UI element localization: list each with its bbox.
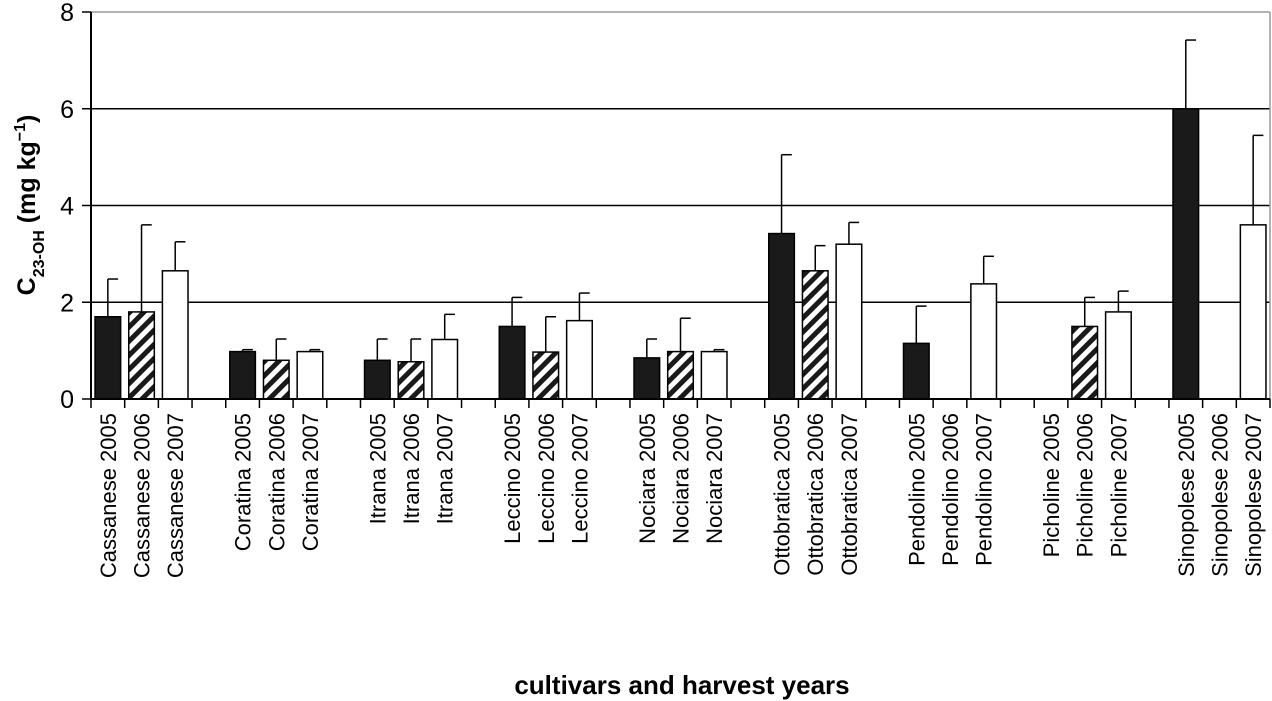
bar-cassanese-2007	[161, 270, 189, 400]
x-tick-label: Sinopolese 2006	[1207, 413, 1232, 577]
x-tick-label: Leccino 2006	[534, 413, 559, 544]
x-tick-label: Sinopolese 2005	[1174, 413, 1199, 577]
bar-sinopolese-2005	[1172, 108, 1200, 400]
bar-picholine-2006	[1071, 325, 1099, 400]
x-tick-label: Coratina 2006	[264, 413, 289, 551]
y-axis-label-unit-prefix: (mg kg	[13, 141, 41, 230]
bar-itrana-2007	[431, 338, 459, 400]
x-tick-label: Pendolino 2007	[972, 413, 997, 566]
bar-pendolino-2005	[902, 342, 930, 400]
bar-leccino-2007	[565, 319, 593, 400]
x-tick-label: Itrana 2006	[399, 413, 424, 524]
y-axis-label-unit-sup: −1	[12, 123, 29, 141]
x-tick-label: Cassanese 2007	[163, 413, 188, 578]
x-tick-label: Picholine 2006	[1073, 413, 1098, 557]
bar-ottobratica-2005	[768, 232, 796, 400]
bar-coratina-2006	[262, 359, 290, 400]
x-tick-label: Ottobratica 2006	[803, 413, 828, 576]
x-tick-label: Leccino 2005	[500, 413, 525, 544]
bar-ottobratica-2006	[801, 270, 829, 400]
axes	[82, 11, 1271, 408]
bar-coratina-2007	[296, 350, 324, 400]
y-axis-label-sub: 23-OH	[31, 230, 48, 277]
x-tick-label: Nociara 2005	[635, 413, 660, 544]
y-axis-label: C23-OH (mg kg−1)	[12, 115, 48, 296]
y-tick-labels: 0 2 4 6 8	[60, 0, 74, 414]
bar-ottobratica-2007	[835, 243, 863, 400]
x-tick-label: Picholine 2007	[1106, 413, 1131, 557]
bar-nociara-2006	[666, 350, 695, 400]
y-tick-label: 8	[60, 0, 74, 27]
bar-picholine-2007	[1104, 311, 1132, 400]
bars	[94, 39, 1267, 400]
bar-nociara-2005	[633, 357, 661, 400]
x-tick-label: Pendolino 2005	[904, 413, 929, 566]
x-tick-label: Ottobratica 2005	[770, 413, 795, 576]
x-tick-label: Ottobratica 2007	[837, 413, 862, 576]
x-tick-label: Pendolino 2006	[938, 413, 963, 566]
x-tick-label: Itrana 2007	[433, 413, 458, 524]
y-tick-label: 4	[60, 193, 74, 221]
x-tick-label: Sinopolese 2007	[1241, 413, 1266, 577]
x-tick-label: Leccino 2007	[567, 413, 592, 544]
grid-lines	[91, 108, 1270, 303]
x-tick-label: Cassanese 2005	[96, 413, 121, 578]
y-axis-label-main: C	[13, 277, 41, 295]
x-tick-labels: Cassanese 2005 Cassanese 2006 Cassanese 20…	[96, 413, 1266, 578]
x-tick-label: Coratina 2005	[231, 413, 256, 551]
bar-pendolino-2007	[970, 283, 998, 400]
bar-leccino-2005	[498, 325, 526, 400]
x-tick-label: Nociara 2006	[669, 413, 694, 544]
y-tick-label: 2	[60, 289, 74, 317]
x-tick-label: Picholine 2005	[1039, 413, 1064, 557]
x-tick-label: Nociara 2007	[702, 413, 727, 544]
bar-cassanese-2006	[127, 311, 156, 400]
bar-itrana-2006	[397, 361, 425, 400]
bar-itrana-2005	[363, 359, 391, 400]
bar-coratina-2005	[229, 350, 257, 400]
y-tick-label: 0	[60, 386, 74, 414]
bar-nociara-2007	[700, 350, 728, 400]
x-tick-label: Coratina 2007	[298, 413, 323, 551]
x-tick-label: Cassanese 2006	[130, 413, 155, 578]
bar-sinopolese-2007	[1239, 224, 1267, 400]
y-tick-label: 6	[60, 96, 74, 124]
bar-cassanese-2005	[94, 316, 122, 400]
bar-leccino-2006	[532, 351, 560, 400]
x-axis-label: cultivars and harvest years	[514, 670, 849, 700]
y-axis-label-unit-suffix: )	[13, 115, 41, 123]
x-tick-label: Itrana 2005	[365, 413, 390, 524]
plot-frame	[91, 11, 1271, 399]
